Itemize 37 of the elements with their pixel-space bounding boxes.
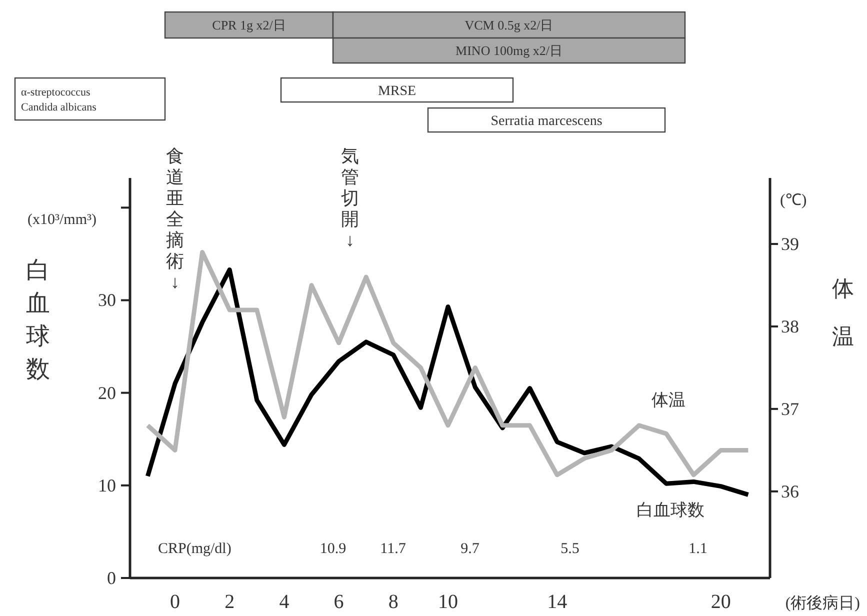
x-tick: 6 (334, 591, 344, 613)
annotation: 10.9 (320, 541, 346, 557)
annotation: (x10³/mm³) (28, 212, 96, 228)
x-tick: 0 (170, 591, 180, 613)
annotation: Serratia marcescens (490, 114, 602, 129)
annotation: 11.7 (380, 541, 406, 557)
x-tick: 14 (547, 591, 568, 613)
y-tick: 0 (107, 568, 116, 588)
x-tick: 2 (224, 591, 235, 613)
x-tick: 4 (279, 591, 290, 613)
x-tick: 20 (710, 591, 731, 613)
annotation: CPR 1g x2/日 (212, 18, 286, 33)
y-tick: 10 (98, 475, 116, 496)
y2-tick: 38 (781, 316, 799, 336)
annotation: MRSE (378, 84, 416, 99)
ylabel: 白血球数 (26, 258, 50, 383)
y2-tick: 36 (781, 481, 799, 502)
event-note: 食道亜全摘術↓ (166, 146, 184, 292)
annotation: CRP(mg/dl) (158, 541, 232, 557)
y-tick: 30 (98, 290, 116, 310)
annotation: VCM 0.5g x2/日 (464, 18, 554, 33)
annotation: 5.5 (560, 541, 580, 557)
event-note: 気管切開↓ (341, 146, 359, 250)
series-name: 白血球数 (636, 500, 704, 520)
y2-tick: 37 (781, 398, 799, 419)
x-tick: 8 (388, 591, 398, 613)
x-tick: 10 (438, 591, 458, 613)
annotation: 9.7 (460, 541, 480, 557)
annotation: α-streptococcus Candida albicans (21, 86, 96, 114)
annotation: 1.1 (688, 541, 708, 557)
y-tick: 20 (98, 382, 116, 403)
annotation: MINO 100mg x2/日 (456, 43, 562, 58)
xlabel: (術後病日) (785, 595, 860, 612)
y2label: 体温 (832, 276, 854, 349)
series-name: 体温 (651, 390, 686, 410)
y2-tick: 39 (781, 234, 799, 254)
annotation: (℃) (780, 192, 807, 209)
